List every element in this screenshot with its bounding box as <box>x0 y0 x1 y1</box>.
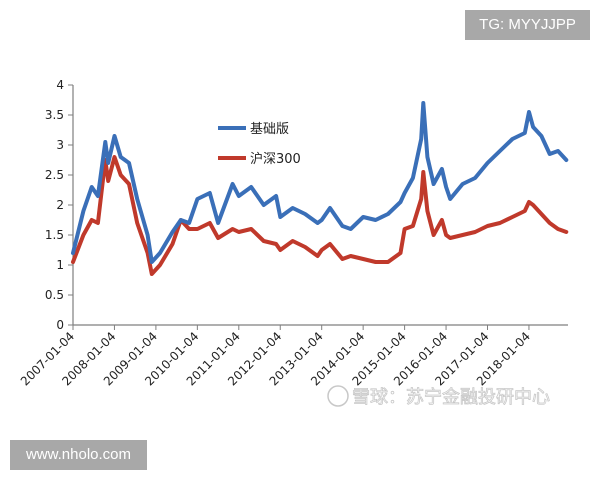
tg-badge: TG: MYYJJPP <box>465 10 590 40</box>
y-tick-label: 3.5 <box>45 108 64 122</box>
snowball-logo-icon <box>327 385 349 407</box>
chart-legend: 基础版 沪深300 <box>218 122 301 167</box>
chart-axes: 00.511.522.533.542007-01-042008-01-04200… <box>18 78 568 388</box>
y-tick-label: 0 <box>56 318 64 332</box>
y-tick-label: 0.5 <box>45 288 64 302</box>
series-jichuban-line <box>71 101 569 264</box>
y-tick-label: 1 <box>56 258 64 272</box>
series-hs300-line <box>71 155 569 276</box>
legend-label-jichuban: 基础版 <box>250 122 289 137</box>
y-tick-label: 2 <box>56 198 64 212</box>
chart-series <box>71 101 569 276</box>
watermark-text: 雪球：苏宁金融投研中心 <box>352 387 550 408</box>
y-tick-label: 1.5 <box>45 228 64 242</box>
site-badge: www.nholo.com <box>10 440 147 470</box>
y-tick-label: 3 <box>56 138 64 152</box>
y-tick-label: 4 <box>56 78 64 92</box>
y-tick-label: 2.5 <box>45 168 64 182</box>
legend-label-hs300: 沪深300 <box>250 151 301 167</box>
watermark: 雪球：苏宁金融投研中心 <box>327 385 550 408</box>
